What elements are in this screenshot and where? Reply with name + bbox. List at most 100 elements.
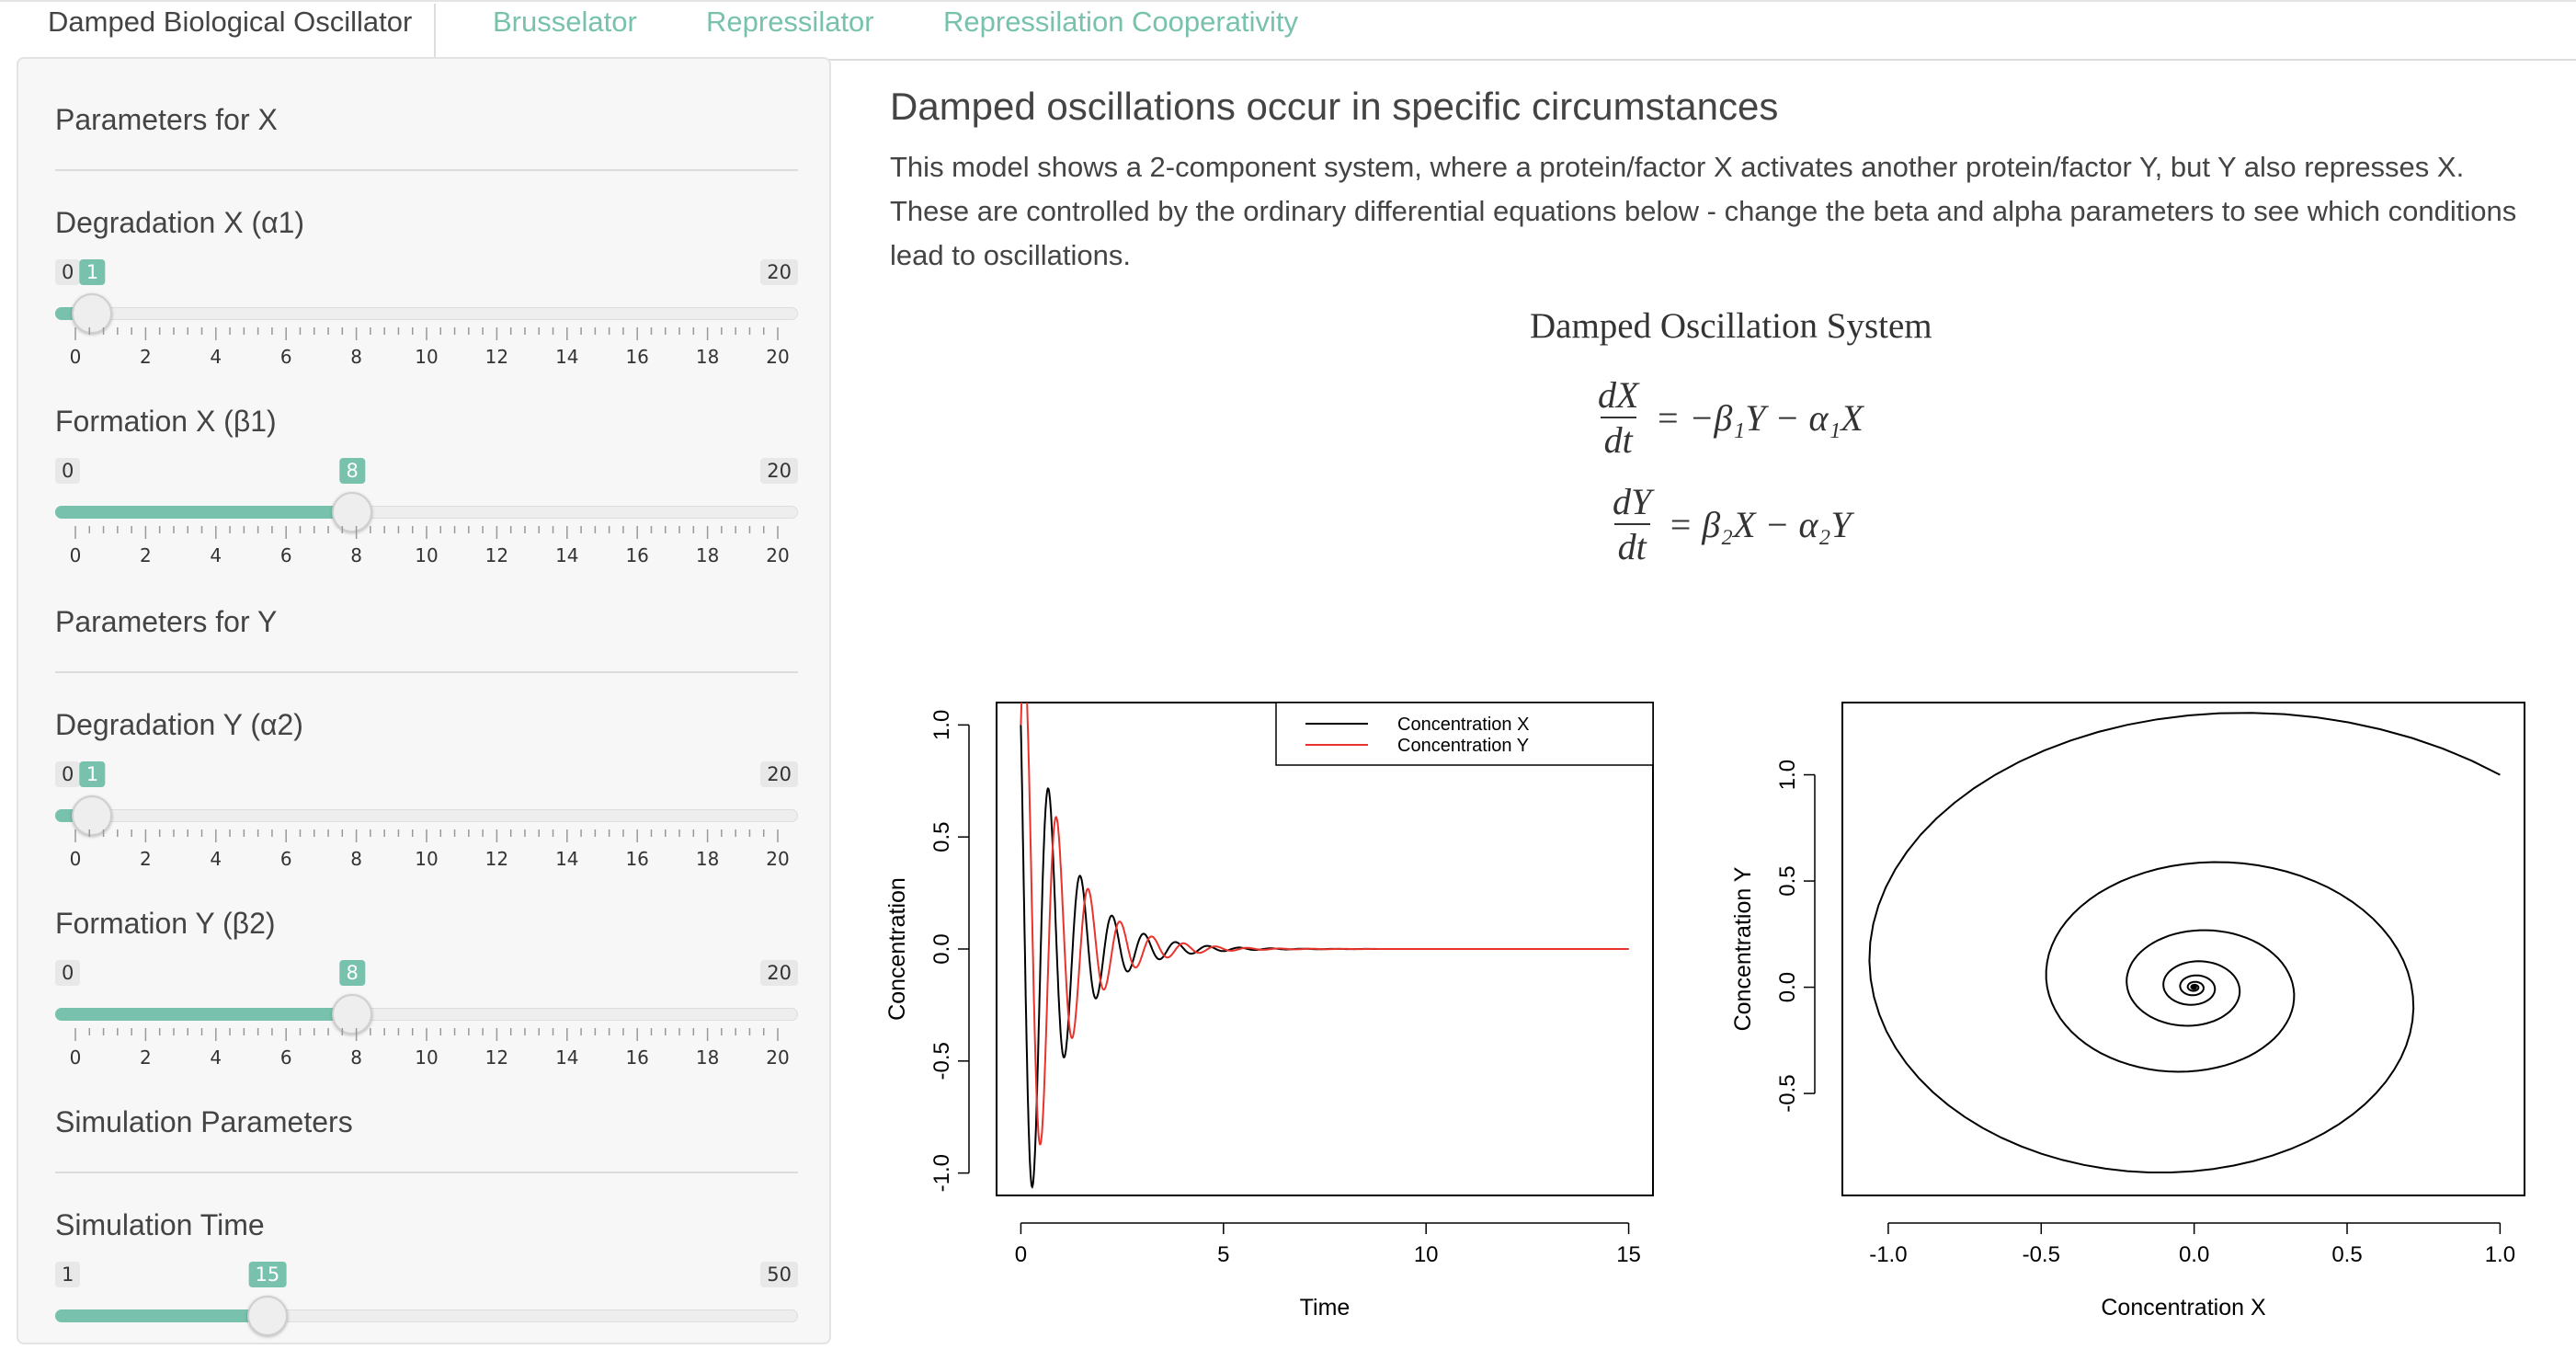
slider-tick-label: 16 bbox=[625, 1046, 649, 1069]
x-tick-label: 5 bbox=[1217, 1242, 1229, 1267]
slider-tick-label: 16 bbox=[625, 544, 649, 566]
slider-tick-label: 14 bbox=[555, 848, 579, 870]
y-tick-label: 1.0 bbox=[1775, 760, 1800, 790]
slider-fill bbox=[55, 1309, 268, 1322]
slider-fill bbox=[55, 1008, 353, 1021]
y-tick-label: 0.0 bbox=[929, 933, 954, 964]
slider-value-label: 8 bbox=[339, 960, 365, 986]
slider-handle[interactable] bbox=[246, 1296, 288, 1336]
x-axis-title: Time bbox=[1300, 1295, 1351, 1321]
slider-tick-marks bbox=[74, 526, 779, 539]
x-tick-label: 0.5 bbox=[2331, 1242, 2362, 1267]
tab-bar: Damped Biological Oscillator Brusselator… bbox=[0, 0, 2576, 61]
slider-min-label: 0 bbox=[55, 458, 81, 484]
x-tick-label: -1.0 bbox=[1869, 1242, 1907, 1267]
divider bbox=[55, 671, 798, 673]
x-tick-label: 0 bbox=[1015, 1242, 1027, 1267]
slider-min-label: 0 bbox=[55, 259, 81, 285]
slider-tick-label: 18 bbox=[695, 346, 720, 368]
slider-tick-label: 16 bbox=[625, 346, 649, 368]
equation-dy: dY dt = β₂X − α₂Y bbox=[1609, 480, 1852, 568]
y-tick-label: -0.5 bbox=[1775, 1074, 1800, 1112]
tab-brusselator[interactable]: Brusselator bbox=[493, 6, 637, 38]
tab-repressilator[interactable]: Repressilator bbox=[706, 6, 874, 38]
slider-min-label: 0 bbox=[55, 761, 81, 787]
y-tick-label: -1.0 bbox=[929, 1154, 954, 1192]
slider-fill bbox=[55, 506, 353, 519]
y-tick-label: -0.5 bbox=[929, 1042, 954, 1080]
slider-tick-label: 18 bbox=[695, 1046, 720, 1069]
slider-tick-label: 0 bbox=[69, 544, 82, 566]
slider-label-formation-x: Formation X (β1) bbox=[55, 405, 277, 438]
slider-tick-label: 8 bbox=[350, 346, 362, 368]
slider-handle[interactable] bbox=[72, 795, 113, 836]
slider-tick-label: 0 bbox=[69, 346, 82, 368]
slider-tick-label: 14 bbox=[555, 346, 579, 368]
time-series-plot: 0 5 10 15 -1.0 -0.5 0.0 0.5 1.0 Time Concentration… bbox=[884, 702, 1654, 1321]
slider-tick-label: 8 bbox=[350, 544, 362, 566]
tab-repressilation-cooperativity[interactable]: Repressilation Cooperativity bbox=[943, 6, 1298, 38]
slider-tick-label: 4 bbox=[210, 346, 222, 368]
equation-dx: dX dt = −β₁Y − α₁X bbox=[1594, 373, 1864, 462]
slider-tick-marks bbox=[74, 1028, 779, 1041]
slider-value-label: 1 bbox=[79, 761, 106, 787]
slider-formation-y[interactable]: 0 20 8 0 2 4 6 8 10 12 14 16 18 20 bbox=[55, 960, 798, 1070]
x-tick-label: 10 bbox=[1414, 1242, 1439, 1267]
slider-max-label: 20 bbox=[760, 761, 798, 787]
fraction-numerator: dY bbox=[1613, 481, 1652, 522]
slider-tick-label: 14 bbox=[555, 544, 579, 566]
slider-tick-label: 2 bbox=[140, 544, 152, 566]
slider-tick-label: 4 bbox=[210, 1046, 222, 1069]
slider-tick-label: 4 bbox=[210, 848, 222, 870]
description-text: This model shows a 2-component system, w… bbox=[890, 151, 2517, 271]
slider-label-simulation-time: Simulation Time bbox=[55, 1208, 265, 1241]
slider-ticks: 0 2 4 6 8 10 12 14 16 18 20 bbox=[55, 829, 798, 875]
y-axis-title: Concentration bbox=[884, 877, 910, 1021]
slider-tick-label: 10 bbox=[415, 848, 439, 870]
equation-rhs: = β₂X − α₂Y bbox=[1668, 503, 1852, 545]
slider-tick-label: 18 bbox=[695, 848, 720, 870]
legend-box bbox=[1275, 702, 1654, 766]
phase-plane-plot: -1.0 -0.5 0.0 0.5 1.0 -0.5 0.0 0.5 1.0 Concentrat… bbox=[1730, 702, 2525, 1321]
tab-damped-biological-oscillator[interactable]: Damped Biological Oscillator bbox=[0, 4, 437, 61]
slider-handle[interactable] bbox=[332, 994, 373, 1035]
slider-degradation-y[interactable]: 0 20 1 0 2 4 6 8 10 12 14 16 18 20 bbox=[55, 761, 798, 872]
slider-formation-x[interactable]: 0 20 8 0 2 4 6 8 10 12 14 16 18 20 bbox=[55, 458, 798, 568]
slider-tick-label: 20 bbox=[766, 848, 790, 870]
x-tick-label: 15 bbox=[1616, 1242, 1641, 1267]
section-title-y: Parameters for Y bbox=[55, 605, 278, 638]
slider-simulation-time[interactable]: 1 50 15 bbox=[55, 1262, 798, 1372]
slider-label-degradation-y: Degradation Y (α2) bbox=[55, 708, 303, 741]
x-axis-title: Concentration X bbox=[2101, 1295, 2266, 1321]
slider-tick-label: 6 bbox=[279, 346, 292, 368]
y-axis-title: Concentration Y bbox=[1730, 866, 1756, 1031]
slider-track[interactable] bbox=[55, 307, 798, 320]
slider-max-label: 20 bbox=[760, 960, 798, 986]
slider-max-label: 20 bbox=[760, 458, 798, 484]
slider-degradation-x[interactable]: 0 20 1 0 2 4 6 8 10 12 14 16 18 20 bbox=[55, 259, 798, 370]
slider-track[interactable] bbox=[55, 809, 798, 822]
x-tick-label: -0.5 bbox=[2023, 1242, 2060, 1267]
slider-value-label: 15 bbox=[248, 1262, 287, 1287]
slider-tick-label: 10 bbox=[415, 346, 439, 368]
y-tick-label: 1.0 bbox=[929, 710, 954, 740]
page-title: Damped oscillations occur in specific ci… bbox=[890, 85, 1779, 128]
slider-label-formation-y: Formation Y (β2) bbox=[55, 907, 276, 940]
legend-label: Concentration X bbox=[1397, 715, 1529, 735]
slider-tick-label: 6 bbox=[279, 1046, 292, 1069]
slider-tick-label: 18 bbox=[695, 544, 720, 566]
slider-tick-marks bbox=[74, 327, 779, 340]
slider-max-label: 20 bbox=[760, 259, 798, 285]
slider-tick-label: 20 bbox=[766, 1046, 790, 1069]
slider-tick-label: 4 bbox=[210, 544, 222, 566]
slider-max-label: 50 bbox=[760, 1262, 798, 1287]
slider-tick-label: 20 bbox=[766, 346, 790, 368]
slider-tick-label: 12 bbox=[484, 346, 509, 368]
slider-tick-label: 12 bbox=[484, 1046, 509, 1069]
slider-tick-label: 8 bbox=[350, 848, 362, 870]
slider-handle[interactable] bbox=[332, 492, 373, 532]
slider-tick-label: 6 bbox=[279, 848, 292, 870]
slider-min-label: 1 bbox=[55, 1262, 81, 1287]
slider-handle[interactable] bbox=[72, 293, 113, 334]
equation-title: Damped Oscillation System bbox=[1530, 306, 1932, 346]
